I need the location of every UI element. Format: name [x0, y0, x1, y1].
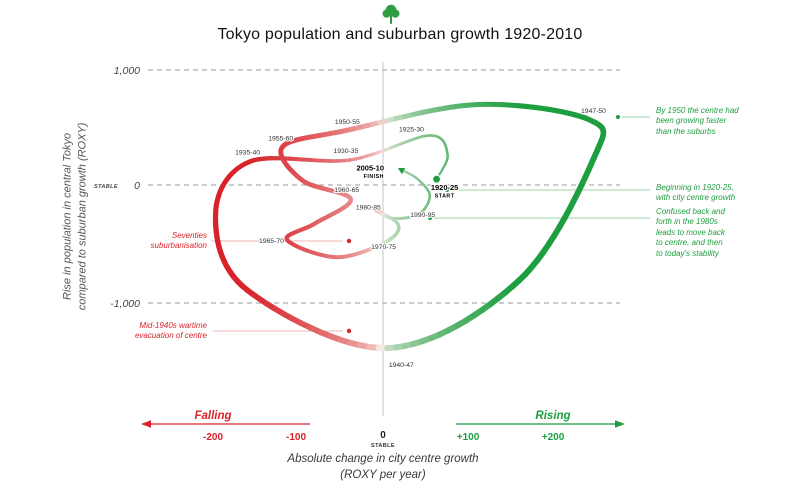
x-tick-zero: 0 — [380, 430, 386, 441]
period-label: 1940-47 — [389, 362, 414, 369]
annotation-dot-1947 — [616, 115, 620, 119]
trajectory-labels: 1920-25 START 1925-30 1930-35 1935-40 1940-47… — [234, 107, 607, 371]
trajectory-markers — [397, 167, 442, 184]
period-label: 1930-35 — [333, 148, 358, 155]
period-label: 1947-50 — [581, 108, 606, 115]
period-label: 1960-65 — [334, 187, 359, 194]
x-axis-title: Absolute change in city centre growth (R… — [287, 453, 479, 481]
period-label: 1980-85 — [356, 204, 381, 211]
period-sublabel: FINISH — [364, 174, 384, 180]
trajectory-curve — [212, 101, 607, 352]
annotation-1947-growth: By 1950 the centre had been growing fast… — [656, 106, 739, 136]
period-sublabel: START — [435, 194, 455, 200]
tree-icon — [382, 4, 400, 24]
y-tick-zero: 0 — [134, 180, 140, 192]
annotation-wartime: Mid-1940s wartime evacuation of centre — [134, 321, 207, 341]
x-tick-plus-100: +100 — [457, 432, 480, 443]
start-point-marker — [431, 174, 442, 184]
y-tick-minus-1000: -1,000 — [110, 298, 140, 310]
annotation-1980s-confused: Confused back and forth in the 1980s lea… — [656, 207, 725, 258]
finish-arrowhead-icon — [397, 167, 406, 175]
annotation-beginning: Beginning in 1920-25, with city centre g… — [656, 183, 736, 203]
period-label: 1925-30 — [399, 127, 424, 134]
annotation-dot-start — [445, 188, 449, 192]
x-tick-plus-200: +200 — [542, 432, 565, 443]
annotation-seventies: Seventies suburbanisation — [150, 231, 207, 251]
period-label: 1965-70 — [259, 238, 284, 245]
period-label: 1935-40 — [235, 150, 260, 157]
x-axis: Falling Rising -200 -100 0 STABLE +100 +… — [141, 410, 625, 449]
y-axis-ticks: 1,000 STABLE 0 -1,000 — [94, 65, 140, 310]
period-label: 1920-25 — [431, 183, 459, 192]
rising-label: Rising — [535, 410, 570, 422]
annotation-dot-wartime — [346, 328, 352, 334]
x-tick-minus-100: -100 — [286, 432, 306, 443]
period-label: 1950-55 — [335, 119, 360, 126]
falling-label: Falling — [194, 410, 231, 422]
falling-arrowhead-icon — [141, 420, 151, 428]
period-label: 2005-10 — [356, 163, 384, 172]
period-label: 1955-60 — [268, 136, 293, 143]
period-label: 1970-75 — [371, 244, 396, 251]
y-tick-1000: 1,000 — [114, 65, 140, 77]
page-title: Tokyo population and suburban growth 192… — [217, 26, 583, 43]
period-label: 1990-95 — [410, 212, 435, 219]
x-tick-minus-200: -200 — [203, 432, 223, 443]
annotation-dot-1980s — [428, 216, 432, 220]
y-tick-stable-label: STABLE — [94, 184, 118, 190]
rising-arrowhead-icon — [615, 420, 625, 428]
annotation-dot-seventies — [346, 238, 352, 244]
x-tick-stable-label: STABLE — [371, 443, 395, 449]
annotation-leaders — [211, 115, 650, 334]
